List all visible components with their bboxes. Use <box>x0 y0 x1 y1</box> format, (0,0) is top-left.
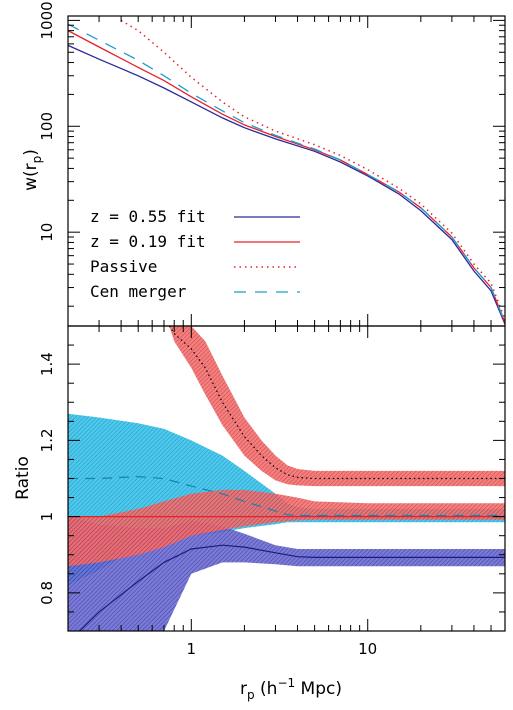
ratio-band-3 <box>169 326 505 487</box>
bottom-panel: 0.8 1 1.2 1.4 1 10 Ratio rp (h−1 Mpc) <box>13 325 506 702</box>
bottom-ticks <box>67 325 506 632</box>
bottom-y-tick-label: 1.2 <box>38 428 56 452</box>
legend-label-z055: z = 0.55 fit <box>90 207 206 226</box>
bottom-y-tick-label: 0.8 <box>38 581 56 605</box>
series-line-2 <box>120 19 505 320</box>
x-axis-label: rp (h−1 Mpc) <box>240 676 342 702</box>
legend: z = 0.55 fit z = 0.19 fit Passive Cen me… <box>90 207 300 301</box>
series-line-0 <box>68 44 505 325</box>
ratio-center-line-0 <box>78 544 505 631</box>
ratio-band-0 <box>68 516 505 631</box>
bottom-y-axis-label: Ratio <box>13 456 33 500</box>
top-y-tick-label: 1000 <box>38 1 56 39</box>
legend-label-passive: Passive <box>90 257 157 276</box>
bottom-y-tick-label: 1.4 <box>38 352 56 376</box>
series-line-1 <box>68 30 505 323</box>
bottom-x-tick-labels: 1 10 <box>187 640 378 658</box>
top-ticks <box>67 16 506 326</box>
bottom-y-tick-labels: 0.8 1 1.2 1.4 <box>38 352 56 605</box>
top-panel-frame <box>67 15 506 327</box>
ratio-band-1 <box>68 413 505 586</box>
top-y-tick-labels: 10 100 1000 <box>38 1 56 241</box>
top-y-tick-label: 10 <box>38 223 56 242</box>
bottom-y-tick-label: 1 <box>38 512 56 522</box>
x-tick-label: 1 <box>187 640 197 658</box>
legend-label-z019: z = 0.19 fit <box>90 232 206 251</box>
top-y-axis-label: w(rp) <box>21 149 44 191</box>
bottom-bands-group <box>68 326 505 631</box>
top-panel: 10 100 1000 z = 0.55 fit z = 0.19 fit Pass… <box>21 1 506 327</box>
ratio-center-line-1 <box>68 475 505 517</box>
top-y-tick-label: 100 <box>38 112 56 141</box>
ratio-band-2 <box>68 489 505 567</box>
legend-label-cen-merger: Cen merger <box>90 282 187 301</box>
series-line-3 <box>68 23 505 323</box>
x-tick-label: 10 <box>358 640 377 658</box>
top-series-group <box>68 19 505 325</box>
